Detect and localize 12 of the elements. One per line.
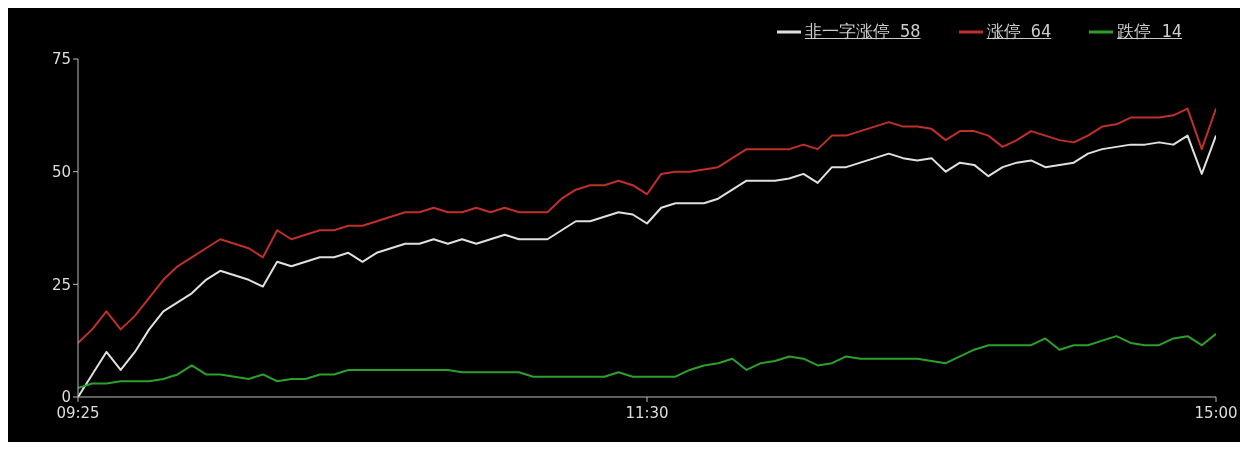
line-series — [78, 332, 1216, 389]
legend-label: 非一字涨停 58 — [804, 21, 921, 41]
x-tick-label: 09:25 — [56, 404, 100, 422]
y-tick-label: 50 — [51, 162, 71, 181]
x-tick-label: 11:30 — [625, 404, 669, 422]
x-tick-label: 15:00 — [1194, 404, 1238, 422]
y-tick-label: 0 — [61, 388, 71, 407]
legend-label: 涨停 64 — [986, 21, 1052, 41]
legend-label: 跌停 14 — [1117, 21, 1182, 41]
y-tick-label: 25 — [51, 275, 71, 294]
line-series — [78, 107, 1216, 344]
y-tick-label: 75 — [51, 50, 71, 69]
